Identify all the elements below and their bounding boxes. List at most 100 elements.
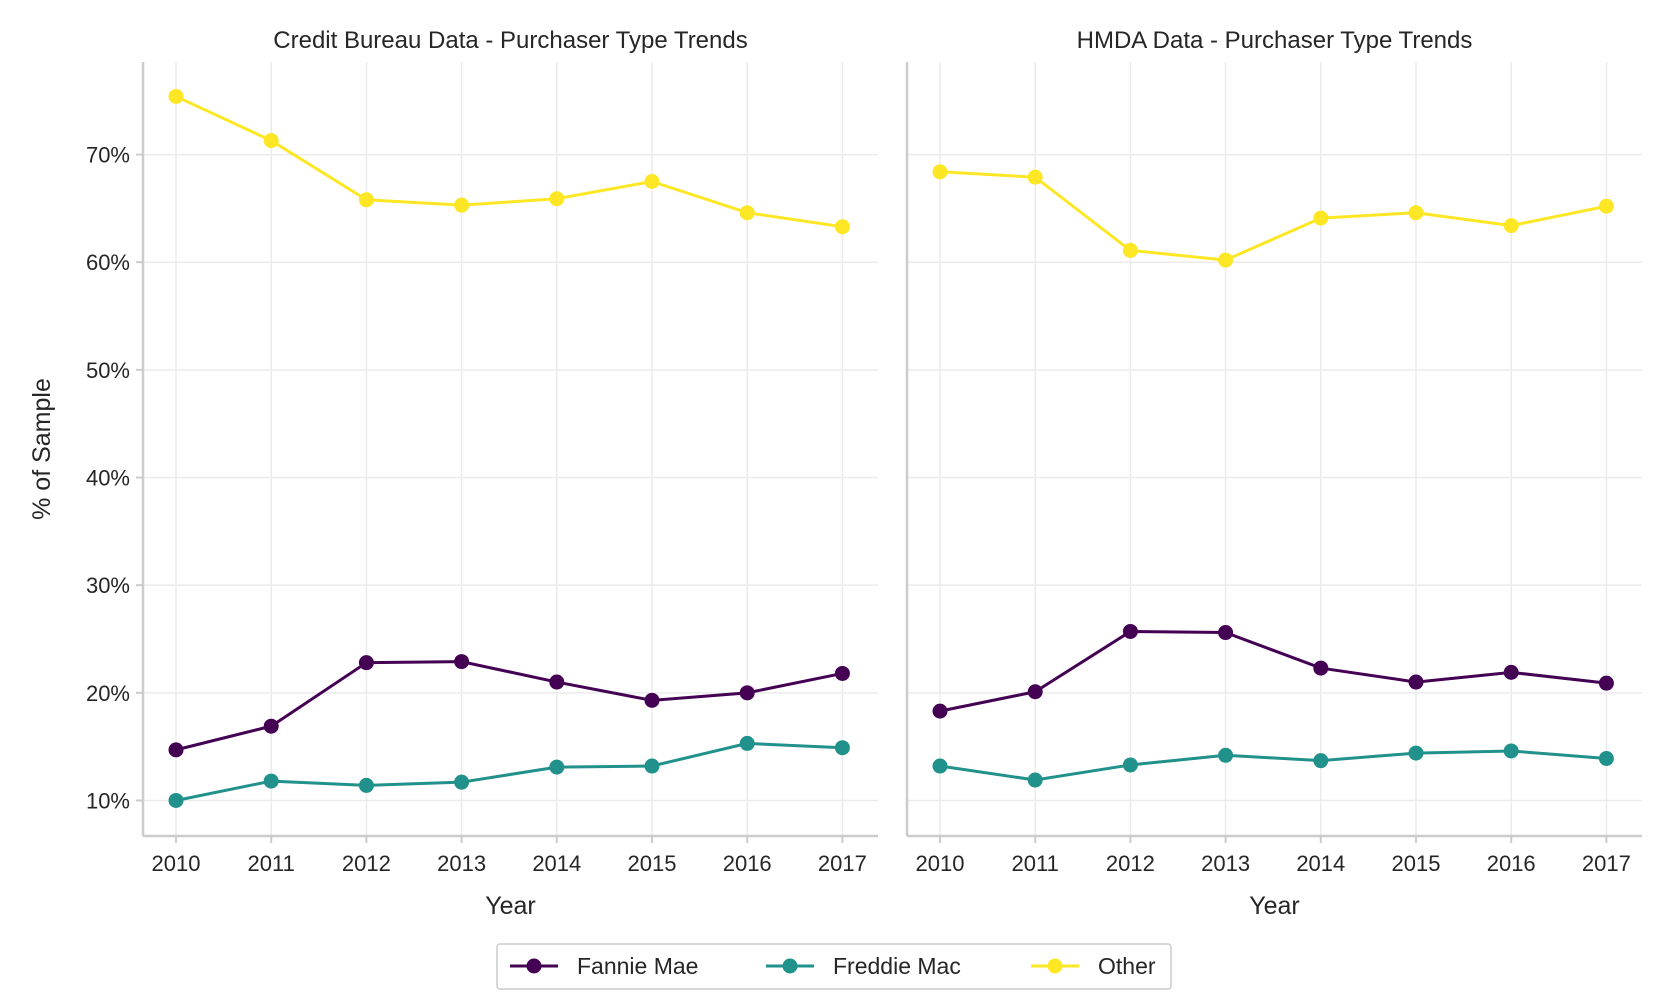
y-tick-label: 10% [86,788,130,813]
x-axis-label: Year [485,892,536,920]
x-tick-label: 2013 [437,851,486,876]
data-point-freddie-mac [358,777,374,793]
legend-label: Freddie Mac [833,953,961,979]
data-point-fannie-mae [1598,675,1614,691]
panel-2: 2010 2011 2012 2013 2014 2015 2016 2017 HMDA Dat… [905,27,1642,920]
data-point-fannie-mae [358,655,374,671]
series-line-freddie-mac [175,741,843,802]
series-other [168,88,850,235]
data-point-fannie-mae [834,665,850,681]
data-point-other [739,205,755,221]
data-point-freddie-mac [834,740,850,756]
data-point-other [644,173,660,189]
legend-item-fannie-mae: Fannie Mae [510,953,698,979]
y-tick-label: 70% [86,143,130,168]
x-tick-label: 2011 [248,851,295,876]
data-point-freddie-mac [168,792,184,808]
x-tick-label: 2013 [1201,851,1250,876]
data-point-fannie-mae [932,703,948,719]
x-tick-label: 2015 [628,851,677,876]
series-freddie-mac [932,743,1614,788]
legend-item-freddie-mac: Freddie Mac [766,953,961,979]
x-tick-label: 2010 [916,851,965,876]
data-point-other [168,88,184,104]
x-tick-label: 2012 [342,851,391,876]
x-tick-label: 2015 [1392,851,1441,876]
x-tick-label: 2016 [723,851,772,876]
chart-title: Credit Bureau Data - Purchaser Type Tren… [273,27,747,54]
data-point-freddie-mac [1408,745,1424,761]
data-point-fannie-mae [1408,674,1424,690]
y-tick-label: 50% [86,358,130,383]
data-point-freddie-mac [644,758,660,774]
chart-title: HMDA Data - Purchaser Type Trends [1077,27,1473,54]
series-fannie-mae [168,654,850,758]
data-point-freddie-mac [932,758,948,774]
y-tick-label: 30% [86,573,130,598]
x-tick-label: 2010 [152,851,201,876]
legend-box [496,943,1172,990]
data-point-freddie-mac [1122,757,1138,773]
data-point-fannie-mae [1218,625,1234,641]
x-tick-label: 2011 [1012,851,1059,876]
series-fannie-mae [932,623,1614,719]
legend-label: Other [1098,953,1156,979]
legend-item-other: Other [1031,953,1156,979]
data-point-other [549,191,565,207]
data-point-freddie-mac [549,759,565,775]
data-point-fannie-mae [644,692,660,708]
data-point-fannie-mae [168,742,184,758]
data-point-other [1218,252,1234,268]
y-tick-label: 20% [86,681,130,706]
x-tick-label: 2016 [1487,851,1536,876]
data-point-other [1503,218,1519,234]
legend-swatch-marker [1047,958,1063,974]
data-point-fannie-mae [549,674,565,690]
series-line-other [175,95,843,229]
y-axis-label: % of Sample [28,378,56,520]
data-point-fannie-mae [1122,623,1138,639]
legend: Fannie Mae Freddie Mac Other [496,943,1172,990]
legend-swatch-marker [782,958,798,974]
x-tick-label: 2017 [818,851,867,876]
series-line-fannie-mae [939,629,1607,713]
legend-label: Fannie Mae [577,953,698,979]
data-point-other [1598,198,1614,214]
y-tick-label: 40% [86,466,130,491]
data-point-freddie-mac [263,773,279,789]
data-point-other [1408,205,1424,221]
series-freddie-mac [168,735,850,808]
data-point-other [1027,169,1043,185]
data-point-freddie-mac [1598,750,1614,766]
data-point-fannie-mae [1503,664,1519,680]
data-point-freddie-mac [1218,747,1234,763]
data-point-freddie-mac [1503,743,1519,759]
data-point-fannie-mae [454,654,470,670]
data-point-other [263,133,279,149]
data-point-freddie-mac [1313,753,1329,769]
data-point-other [454,197,470,213]
x-axis-label: Year [1249,892,1300,920]
series-other [932,164,1614,268]
series-line-freddie-mac [939,749,1607,782]
data-point-freddie-mac [454,774,470,790]
data-point-other [1122,242,1138,258]
data-point-fannie-mae [739,685,755,701]
series-line-other [939,170,1607,262]
x-tick-label: 2014 [532,851,581,876]
data-point-other [358,192,374,208]
series-line-fannie-mae [175,660,843,752]
panel-1: 2010 2011 2012 2013 2014 2015 2016 2017 10% 20% 30… [28,27,878,920]
y-tick-label: 60% [86,250,130,275]
data-point-freddie-mac [1027,772,1043,788]
data-point-other [1313,210,1329,226]
data-point-freddie-mac [739,735,755,751]
data-point-other [834,219,850,235]
data-point-other [932,164,948,180]
data-point-fannie-mae [263,718,279,734]
legend-swatch-marker [526,958,542,974]
x-tick-label: 2017 [1582,851,1631,876]
x-tick-label: 2012 [1106,851,1155,876]
data-point-fannie-mae [1027,684,1043,700]
